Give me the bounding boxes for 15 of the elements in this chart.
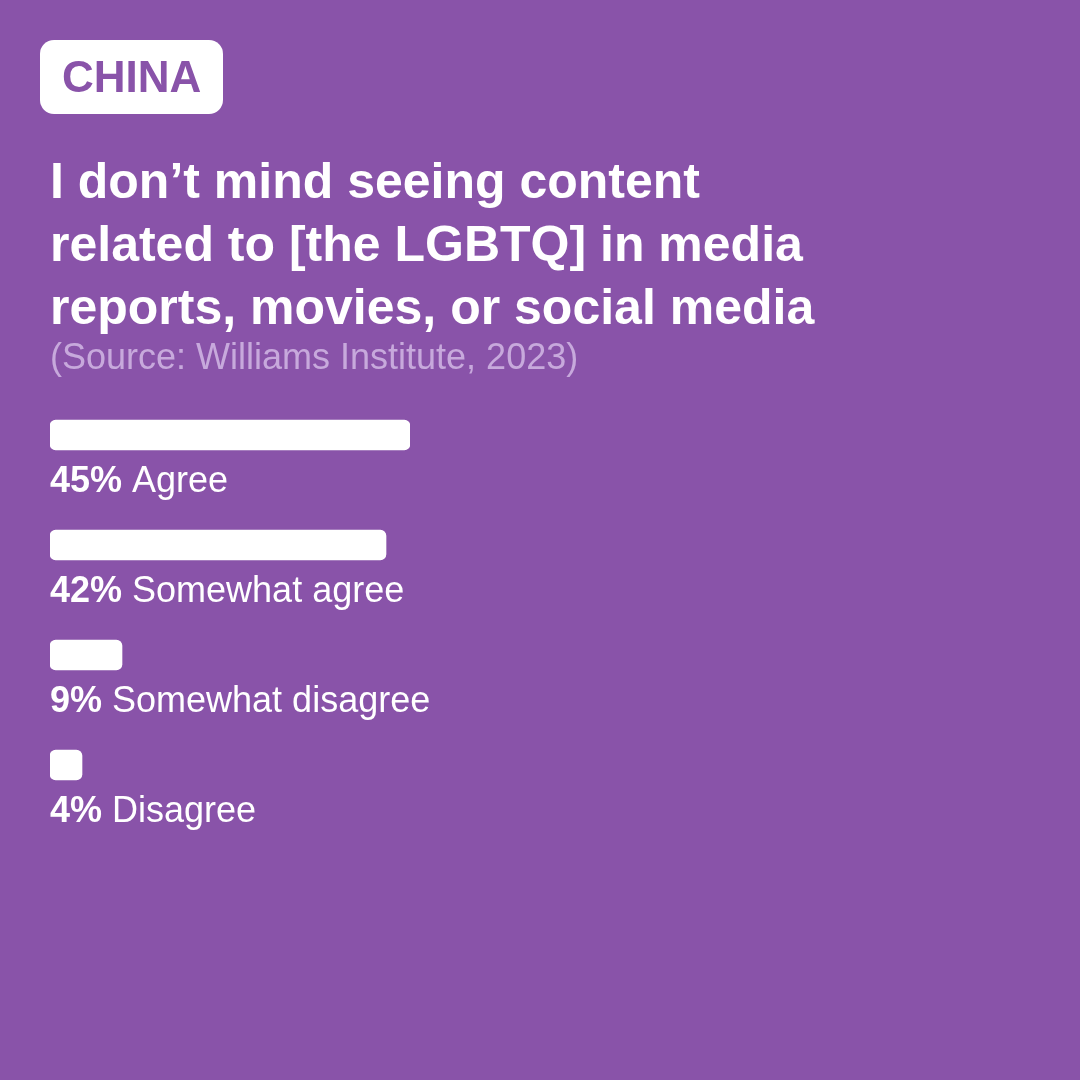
y-tick-label: Disagree [112,788,257,830]
bar [50,529,387,561]
y-tick-label: Agree [132,458,229,500]
y-tick-label: Somewhat disagree [112,678,431,720]
data-label: 9% [50,678,103,720]
y-tick-label: Somewhat agree [132,568,405,610]
text: (Source: Williams Institute, 2023) [50,336,579,378]
bar [50,419,410,451]
chart-title: I don’t mind seeing content related to [the LGBTQ] in media reports, movies, or social media [50,153,815,335]
bar [50,749,83,781]
data-label: 4% [50,788,103,830]
text: CHINA [40,40,224,114]
data-label: 45% [50,458,123,500]
bar [50,639,123,671]
data-label: 42% [50,568,123,610]
